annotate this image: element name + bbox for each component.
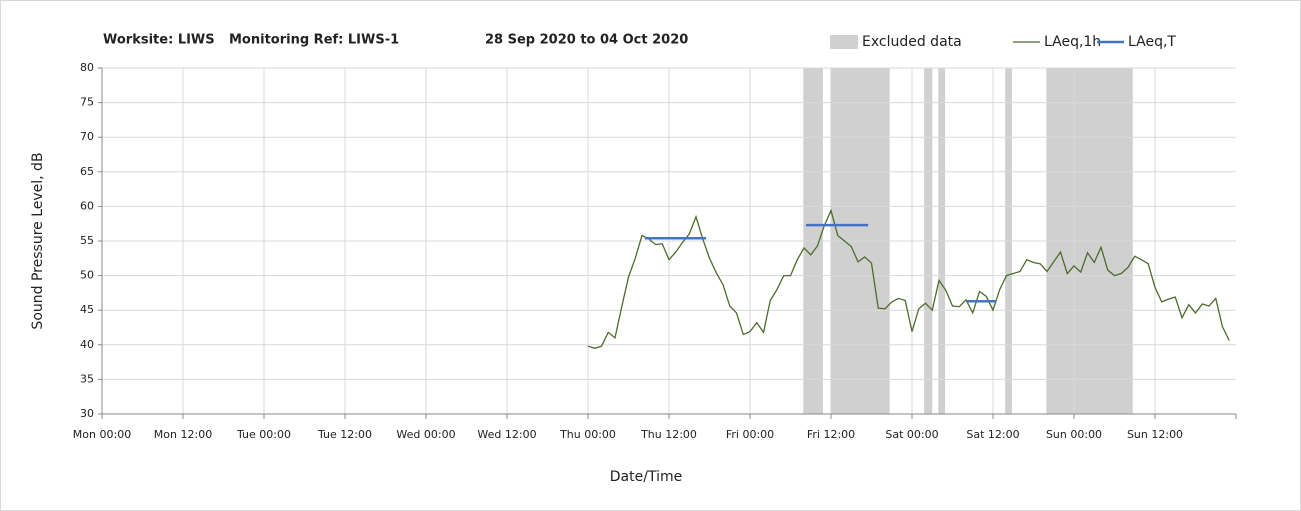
y-tick-label: 45: [80, 303, 94, 316]
data-line: [587, 208, 1230, 349]
x-tick-label: Thu 00:00: [559, 428, 616, 441]
y-tick-label: 35: [80, 372, 94, 385]
legend-label: Excluded data: [862, 34, 962, 50]
y-tick-label: 70: [80, 130, 94, 143]
y-tick-label: 40: [80, 338, 94, 351]
legend-swatch: [830, 35, 858, 49]
y-tick-label: 65: [80, 165, 94, 178]
x-axis-label: Date/Time: [610, 469, 682, 485]
x-tick-label: Fri 00:00: [726, 428, 774, 441]
x-tick-label: Fri 12:00: [807, 428, 855, 441]
x-tick-label: Mon 12:00: [154, 428, 212, 441]
x-tick-label: Sun 12:00: [1127, 428, 1183, 441]
y-tick-label: 80: [80, 61, 94, 74]
y-tick-label: 55: [80, 234, 94, 247]
x-tick-label: Wed 00:00: [396, 428, 455, 441]
y-tick-label: 50: [80, 269, 94, 282]
x-tick-label: Thu 12:00: [640, 428, 697, 441]
y-axis-label: Sound Pressure Level, dB: [30, 152, 46, 329]
x-tick-label: Sat 00:00: [885, 428, 938, 441]
legend-label: LAeq,T: [1128, 34, 1176, 50]
x-tick-label: Tue 12:00: [317, 428, 372, 441]
y-tick-label: 75: [80, 96, 94, 109]
y-tick-label: 60: [80, 199, 94, 212]
legend-label: LAeq,1h: [1044, 34, 1101, 50]
chart-title: 28 Sep 2020 to 04 Oct 2020: [485, 33, 688, 48]
x-tick-label: Sun 00:00: [1046, 428, 1102, 441]
x-tick-label: Sat 12:00: [966, 428, 1019, 441]
x-tick-label: Wed 12:00: [477, 428, 536, 441]
chart-title: Monitoring Ref: LIWS-1: [229, 33, 399, 48]
x-tick-label: Tue 00:00: [236, 428, 291, 441]
chart-title: Worksite: LIWS: [103, 33, 215, 48]
x-tick-label: Mon 00:00: [73, 428, 131, 441]
y-tick-label: 30: [80, 407, 94, 420]
